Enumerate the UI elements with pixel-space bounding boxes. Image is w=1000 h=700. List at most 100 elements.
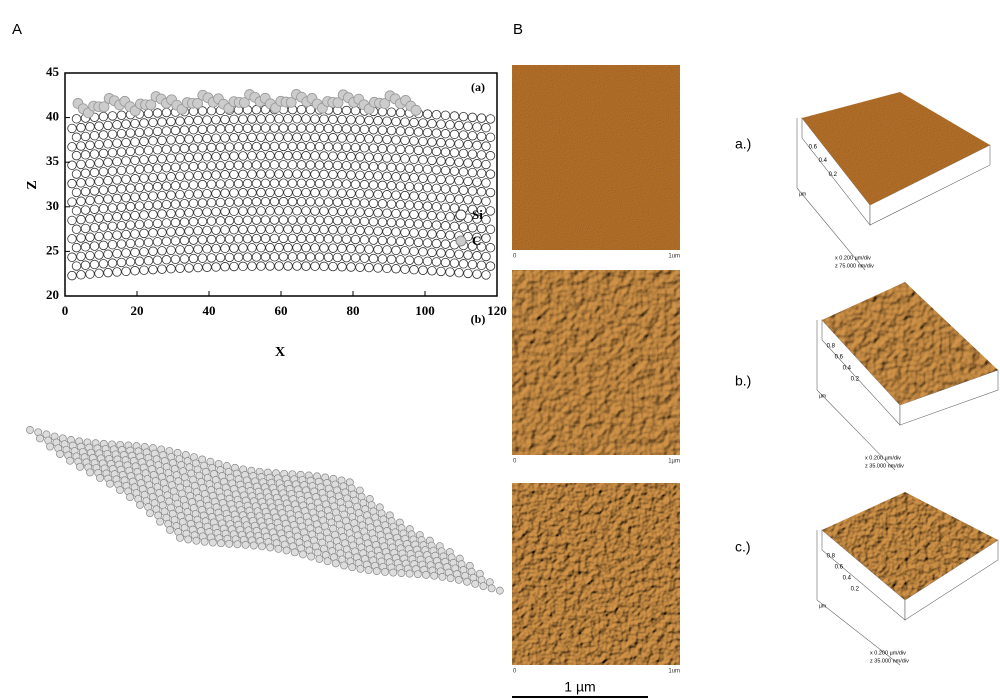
atom xyxy=(77,123,86,132)
atom xyxy=(180,236,189,245)
atom xyxy=(149,265,158,274)
atom xyxy=(288,234,297,243)
atom xyxy=(333,161,342,170)
atom xyxy=(378,199,387,208)
atom xyxy=(86,159,95,168)
atom xyxy=(194,153,203,162)
atom xyxy=(81,132,90,141)
atom xyxy=(266,188,275,197)
atom xyxy=(226,540,233,547)
atom xyxy=(266,133,275,142)
atom xyxy=(496,587,503,594)
atom xyxy=(95,177,104,186)
atom xyxy=(422,571,429,578)
atom xyxy=(194,208,203,217)
atom xyxy=(455,176,464,185)
atom xyxy=(333,180,342,189)
atom xyxy=(351,198,360,207)
atom xyxy=(369,181,378,190)
atom xyxy=(437,212,446,221)
atom xyxy=(68,124,77,133)
atom xyxy=(99,186,108,195)
atom xyxy=(212,226,221,235)
atom xyxy=(356,189,365,198)
atom xyxy=(216,161,225,170)
atom xyxy=(113,212,122,221)
atom xyxy=(459,186,468,195)
atom xyxy=(77,142,86,151)
atom xyxy=(81,261,90,270)
atom xyxy=(209,539,216,546)
atom xyxy=(266,170,275,179)
atom xyxy=(198,125,207,134)
atom xyxy=(203,226,212,235)
atom xyxy=(117,111,126,120)
atom xyxy=(257,225,266,234)
atom xyxy=(198,217,207,226)
atom xyxy=(275,545,282,552)
atom xyxy=(198,254,207,263)
atom xyxy=(356,153,365,162)
panel-label: c.) xyxy=(735,539,751,555)
atom xyxy=(311,115,320,124)
atom xyxy=(68,216,77,225)
atom xyxy=(90,260,99,269)
atom xyxy=(450,112,459,121)
atom xyxy=(446,139,455,148)
atom xyxy=(378,181,387,190)
atom xyxy=(171,255,180,264)
atom xyxy=(185,153,194,162)
atom xyxy=(257,151,266,160)
atom xyxy=(360,236,369,245)
atom xyxy=(279,179,288,188)
atom xyxy=(239,152,248,161)
atom xyxy=(252,253,261,262)
atom xyxy=(257,207,266,216)
atom xyxy=(26,426,33,433)
atom xyxy=(468,131,477,140)
atom xyxy=(316,555,323,562)
atom xyxy=(234,124,243,133)
atom xyxy=(185,172,194,181)
atom xyxy=(144,220,153,229)
atom xyxy=(216,198,225,207)
atom xyxy=(194,171,203,180)
atom xyxy=(153,182,162,191)
atom xyxy=(459,112,468,121)
atom xyxy=(216,217,225,226)
atom xyxy=(149,173,158,182)
atom xyxy=(194,245,203,254)
atom xyxy=(198,144,207,153)
atom xyxy=(270,216,279,225)
atom xyxy=(221,189,230,198)
atom xyxy=(468,113,477,122)
atom xyxy=(189,254,198,263)
atom xyxy=(401,136,410,145)
atom xyxy=(437,267,446,276)
atom xyxy=(239,225,248,234)
atom xyxy=(153,256,162,265)
atom xyxy=(333,198,342,207)
atom xyxy=(144,109,153,118)
atom xyxy=(432,239,441,248)
atom xyxy=(221,115,230,124)
atom xyxy=(396,108,405,117)
atom xyxy=(297,179,306,188)
atom xyxy=(450,148,459,157)
atom xyxy=(473,196,482,205)
atom xyxy=(288,179,297,188)
afm-axis-start: 0 xyxy=(513,669,517,675)
figure: A B 020406080100120202530354045 (a) X Z … xyxy=(0,0,1000,700)
atom xyxy=(410,118,419,127)
atom xyxy=(239,115,248,124)
atom xyxy=(473,178,482,187)
atom xyxy=(144,238,153,247)
atom xyxy=(306,234,315,243)
atom xyxy=(176,227,185,236)
atom xyxy=(329,244,338,253)
atom xyxy=(95,232,104,241)
atom xyxy=(248,188,257,197)
atom xyxy=(207,162,216,171)
atom xyxy=(284,151,293,160)
atom xyxy=(329,207,338,216)
